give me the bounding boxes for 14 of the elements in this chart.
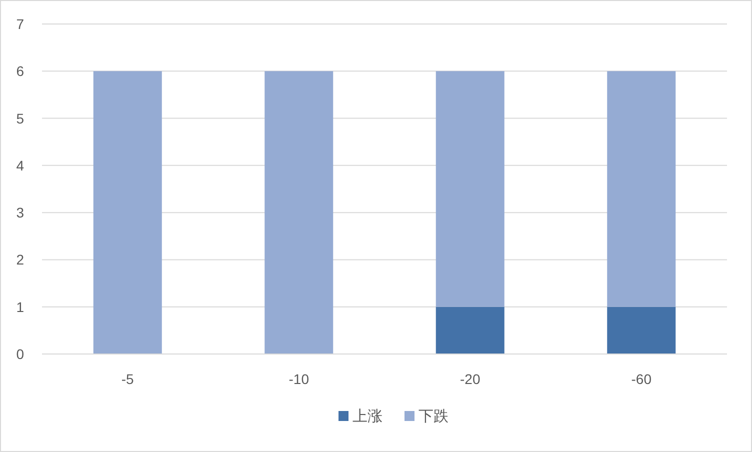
y-tick-label: 1 xyxy=(16,298,24,315)
y-tick-label: 4 xyxy=(16,157,24,174)
y-tick-label: 3 xyxy=(16,204,24,221)
y-tick-label: 5 xyxy=(16,110,24,126)
x-tick-label: -60 xyxy=(631,371,652,387)
y-tick-label: 2 xyxy=(16,252,24,268)
y-tick-label: 6 xyxy=(16,63,24,80)
legend-label: 下跌 xyxy=(418,408,448,425)
x-tick-label: -20 xyxy=(460,371,480,387)
x-tick-label: -10 xyxy=(288,371,310,387)
y-tick-label: 7 xyxy=(16,16,24,32)
legend-label: 上涨 xyxy=(352,408,382,425)
x-tick-label: -5 xyxy=(121,371,134,387)
y-tick-label: 0 xyxy=(16,346,24,362)
